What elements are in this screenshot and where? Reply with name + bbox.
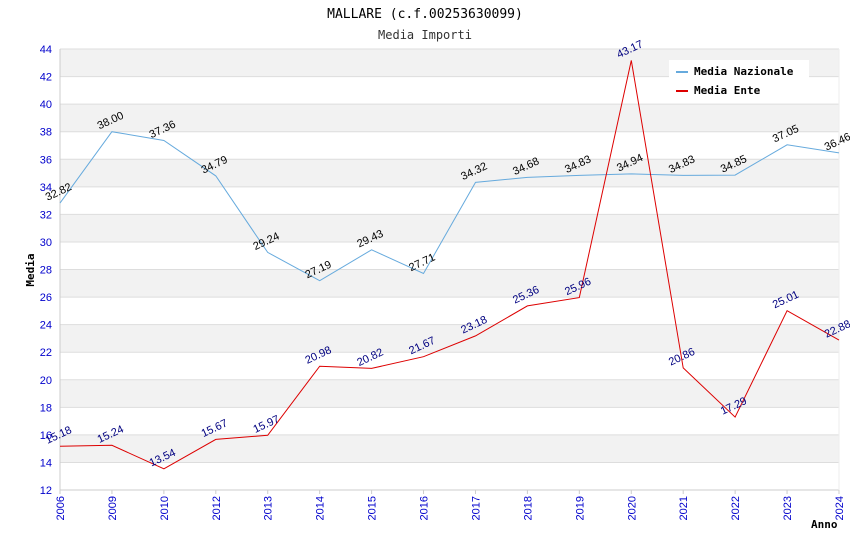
x-tick-label: 2006: [55, 496, 67, 520]
y-tick-label: 18: [40, 402, 52, 414]
chart-title: MALLARE (c.f.00253630099): [327, 7, 523, 22]
legend-label-media-nazionale: Media Nazionale: [694, 65, 794, 78]
axes: [59, 49, 840, 494]
legend-label-media-ente: Media Ente: [694, 84, 761, 97]
y-tick-label: 22: [40, 347, 52, 359]
grid-band: [60, 159, 839, 187]
chart-subtitle: Media Importi: [378, 28, 472, 42]
grid-lines: [60, 48, 839, 491]
y-tick-labels: 12 14 16 18 20 22 24 26 28 30 32 34 36 38 40 42 44: [40, 44, 52, 497]
x-tick-label: 2022: [730, 496, 742, 520]
y-tick-label: 24: [40, 320, 52, 332]
y-tick-label: 14: [40, 457, 52, 469]
y-tick-label: 26: [40, 292, 52, 304]
grid-band: [60, 269, 839, 298]
y-tick-label: 42: [40, 72, 52, 84]
y-tick-label: 12: [40, 485, 52, 497]
x-tick-label: 2013: [263, 496, 275, 520]
x-tick-labels: 2006 2009 2010 2012 2013 2014 2015 2016 2017 2018…: [55, 496, 846, 520]
x-tick-label: 2010: [159, 496, 171, 520]
y-tick-label: 34: [40, 182, 52, 194]
y-tick-label: 30: [40, 237, 52, 249]
y-tick-label: 38: [40, 127, 52, 139]
x-tick-label: 2019: [574, 496, 586, 520]
grid-band: [60, 324, 839, 353]
x-tick-label: 2016: [419, 496, 431, 520]
x-tick-label: 2020: [626, 496, 638, 520]
plot-background-bands: [60, 49, 839, 463]
y-tick-label: 36: [40, 154, 52, 166]
grid-band: [60, 434, 839, 463]
x-tick-label: 2017: [470, 496, 482, 520]
x-axis-label: Anno: [811, 518, 838, 531]
x-tick-label: 2012: [211, 496, 223, 520]
series-lines: [59, 60, 840, 470]
y-tick-label: 32: [40, 209, 52, 221]
data-label-media-nazionale: 36.46: [823, 131, 850, 154]
y-tick-label: 40: [40, 99, 52, 111]
x-tick-label: 2021: [678, 496, 690, 520]
y-tick-label: 44: [40, 44, 52, 56]
x-tick-label: 2018: [522, 496, 534, 520]
series-line-media-nazionale: [59, 131, 840, 282]
x-tick-label: 2015: [367, 496, 379, 520]
y-tick-label: 16: [40, 430, 52, 442]
x-tick-label: 2023: [782, 496, 794, 520]
x-tick-label: 2024: [834, 496, 846, 520]
y-tick-label: 20: [40, 375, 52, 387]
series-line-media-ente: [59, 60, 840, 470]
x-tick-label: 2009: [107, 496, 119, 520]
x-tick-label: 2014: [315, 496, 327, 520]
data-label-media-ente: 15.97: [251, 413, 281, 436]
legend: Media Nazionale Media Ente: [669, 60, 809, 100]
legend-box: [669, 60, 809, 100]
grid-band: [60, 379, 839, 408]
grid-band: [60, 104, 839, 132]
y-tick-label: 28: [40, 265, 52, 277]
y-axis-label: Media: [24, 253, 37, 286]
